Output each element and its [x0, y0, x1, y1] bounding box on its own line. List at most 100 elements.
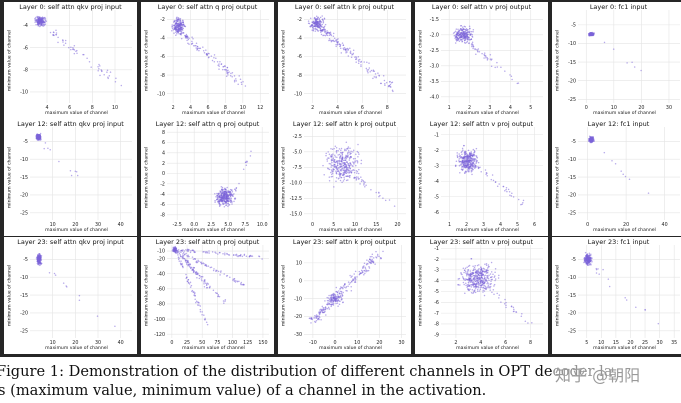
data-point — [476, 278, 478, 280]
data-point — [498, 183, 500, 185]
data-point — [317, 26, 320, 29]
x-tick-label: 10 — [112, 105, 118, 111]
data-point — [335, 165, 337, 167]
data-point — [486, 267, 489, 269]
data-point — [493, 285, 495, 287]
data-point — [473, 279, 476, 282]
data-point — [319, 27, 322, 30]
data-point — [484, 274, 487, 277]
data-point — [217, 200, 219, 203]
y-tick-label: -20 — [294, 314, 302, 320]
data-point — [201, 276, 204, 278]
data-point — [338, 292, 341, 294]
data-point — [468, 159, 470, 162]
data-point — [467, 155, 469, 158]
data-point — [489, 286, 491, 289]
data-point — [466, 278, 468, 281]
data-point — [476, 264, 479, 267]
data-point — [319, 16, 322, 19]
data-point — [372, 70, 375, 72]
data-point — [592, 33, 594, 36]
data-point — [349, 167, 351, 170]
data-point — [195, 42, 198, 44]
caption-line-2: s (maximum value, minimum value) of a ch… — [0, 382, 487, 399]
data-point — [589, 258, 592, 260]
data-point — [76, 174, 79, 177]
y-tick-label: -25 — [568, 211, 576, 217]
data-point — [341, 293, 343, 296]
data-point — [328, 32, 331, 35]
data-point — [345, 289, 347, 292]
data-point — [313, 317, 315, 319]
x-tick-label: 4 — [499, 222, 502, 228]
data-point — [471, 45, 473, 48]
data-point — [472, 291, 475, 294]
data-point — [473, 286, 475, 288]
data-point — [174, 20, 176, 23]
data-point — [325, 152, 327, 155]
data-point — [368, 267, 371, 269]
data-point — [494, 268, 497, 270]
data-point — [333, 165, 335, 168]
data-point — [476, 269, 479, 271]
data-point — [193, 266, 195, 269]
data-point — [464, 171, 467, 173]
data-point — [226, 72, 229, 74]
data-point — [334, 156, 337, 158]
data-point — [463, 283, 465, 286]
data-point — [330, 304, 333, 306]
data-point — [55, 29, 57, 32]
data-point — [485, 286, 487, 288]
data-point — [348, 171, 351, 174]
data-point — [657, 322, 660, 325]
data-point — [221, 186, 224, 189]
data-point — [326, 160, 329, 162]
x-tick-label: 40 — [118, 340, 124, 346]
x-tick-label: 150 — [258, 340, 267, 346]
data-point — [494, 271, 496, 274]
data-point — [460, 161, 462, 163]
data-point — [347, 55, 350, 57]
data-point — [647, 192, 650, 194]
data-point — [324, 308, 327, 311]
data-point — [354, 157, 356, 160]
data-point — [603, 151, 606, 154]
data-point — [34, 21, 36, 23]
data-point — [485, 270, 487, 273]
data-point — [510, 305, 513, 307]
data-point — [472, 44, 474, 46]
data-point — [471, 273, 473, 276]
data-point — [226, 186, 228, 189]
data-point — [505, 304, 507, 307]
data-point — [472, 28, 475, 31]
data-point — [353, 162, 355, 164]
data-point — [348, 164, 350, 167]
data-point — [324, 23, 327, 26]
data-point — [384, 82, 386, 85]
data-point — [191, 290, 193, 293]
data-point — [339, 179, 342, 182]
data-point — [318, 312, 320, 315]
data-point — [327, 168, 330, 170]
data-point — [350, 171, 353, 174]
data-point — [200, 278, 203, 280]
data-point — [343, 149, 346, 152]
scatter-panel: 1 2 3 4 5 6 -1 -2 -3 -4 -5 -6 Layer 12: self attn v … — [415, 119, 548, 236]
data-point — [333, 186, 335, 188]
data-point — [366, 270, 369, 272]
y-tick-label: -10 — [157, 249, 165, 255]
x-tick-label: 10 — [50, 340, 56, 346]
data-point — [216, 194, 219, 197]
data-point — [336, 302, 339, 304]
data-point — [360, 162, 362, 165]
data-point — [482, 282, 485, 285]
data-point — [180, 20, 182, 23]
data-point — [588, 258, 591, 260]
data-point — [338, 43, 340, 45]
data-point — [206, 252, 209, 254]
data-point — [312, 20, 315, 23]
data-point — [360, 159, 363, 162]
data-point — [338, 172, 341, 175]
data-point — [468, 281, 470, 283]
data-point — [467, 285, 469, 287]
